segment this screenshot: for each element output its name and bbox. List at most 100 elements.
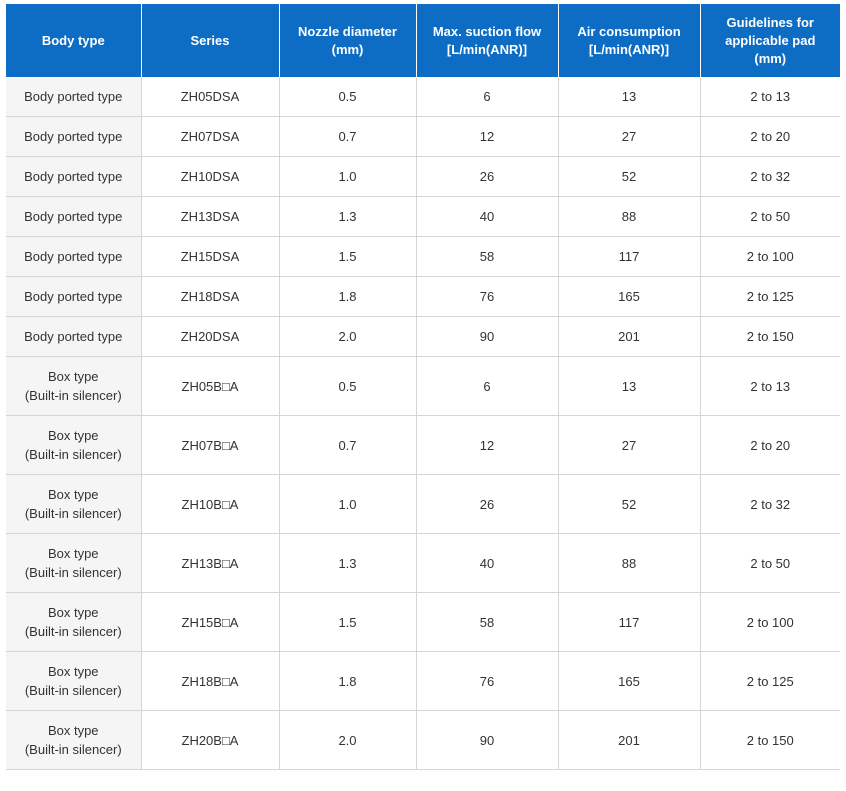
- applicable-pad-cell: 2 to 150: [700, 316, 840, 357]
- nozzle-diameter-cell: 1.0: [279, 474, 417, 534]
- nozzle-diameter-cell: 0.5: [279, 356, 417, 416]
- applicable-pad-cell: 2 to 13: [700, 77, 840, 117]
- max-suction-flow-cell: 26: [416, 156, 559, 197]
- body-type-cell: Body ported type: [6, 116, 142, 157]
- air-consumption-cell: 88: [558, 196, 701, 237]
- applicable-pad-cell: 2 to 125: [700, 651, 840, 711]
- header-max-suction-flow: Max. suction flow [L/min(ANR)]: [416, 4, 559, 77]
- max-suction-flow-cell: 58: [416, 592, 559, 652]
- max-suction-flow-cell: 12: [416, 415, 559, 475]
- body-type-line: Body ported type: [24, 129, 123, 144]
- table-row: Body ported type ZH20DSA 2.0 90 201 2 to 150: [6, 316, 840, 357]
- body-type-cell: Body ported type: [6, 316, 142, 357]
- series-cell: ZH18B□A: [141, 651, 280, 711]
- max-suction-flow-cell: 76: [416, 651, 559, 711]
- nozzle-diameter-cell: 2.0: [279, 316, 417, 357]
- nozzle-diameter-cell: 1.5: [279, 592, 417, 652]
- body-type-line: Box type: [47, 369, 99, 384]
- body-type-cell: Body ported type: [6, 236, 142, 277]
- max-suction-flow-cell: 6: [416, 356, 559, 416]
- body-type-cell: Body ported type: [6, 77, 142, 117]
- table-row: Body ported type ZH05DSA 0.5 6 13 2 to 13: [6, 77, 840, 117]
- applicable-pad-cell: 2 to 20: [700, 116, 840, 157]
- body-type-line: Box type: [47, 428, 99, 443]
- series-cell: ZH13B□A: [141, 533, 280, 593]
- table-row: Box type (Built-in silencer) ZH20B□A 2.0 90 2…: [6, 710, 840, 770]
- applicable-pad-cell: 2 to 150: [700, 710, 840, 770]
- applicable-pad-cell: 2 to 32: [700, 474, 840, 534]
- body-type-cell: Box type (Built-in silencer): [6, 710, 142, 770]
- series-cell: ZH20B□A: [141, 710, 280, 770]
- table-row: Box type (Built-in silencer) ZH07B□A 0.7 12 2…: [6, 415, 840, 475]
- table-row: Body ported type ZH10DSA 1.0 26 52 2 to 32: [6, 156, 840, 197]
- applicable-pad-cell: 2 to 20: [700, 415, 840, 475]
- body-type-cell: Body ported type: [6, 196, 142, 237]
- nozzle-diameter-cell: 0.7: [279, 415, 417, 475]
- air-consumption-cell: 27: [558, 116, 701, 157]
- table-row: Box type (Built-in silencer) ZH15B□A 1.5 58 1…: [6, 592, 840, 652]
- max-suction-flow-cell: 40: [416, 533, 559, 593]
- header-label-line: Max. suction flow: [432, 23, 542, 39]
- body-type-cell: Box type (Built-in silencer): [6, 415, 142, 475]
- header-nozzle-diameter: Nozzle diameter (mm): [279, 4, 417, 77]
- body-type-line: Box type: [47, 487, 99, 502]
- series-cell: ZH07DSA: [141, 116, 280, 157]
- series-cell: ZH05DSA: [141, 77, 280, 117]
- body-type-line: (Built-in silencer): [24, 683, 122, 698]
- air-consumption-cell: 117: [558, 236, 701, 277]
- nozzle-diameter-cell: 0.7: [279, 116, 417, 157]
- body-type-line: (Built-in silencer): [24, 565, 122, 580]
- table-row: Box type (Built-in silencer) ZH13B□A 1.3 40 8…: [6, 533, 840, 593]
- air-consumption-cell: 88: [558, 533, 701, 593]
- series-cell: ZH10B□A: [141, 474, 280, 534]
- table-row: Body ported type ZH13DSA 1.3 40 88 2 to 50: [6, 196, 840, 237]
- header-label-line: (mm): [754, 50, 787, 66]
- body-type-cell: Box type (Built-in silencer): [6, 651, 142, 711]
- series-cell: ZH05B□A: [141, 356, 280, 416]
- table-row: Body ported type ZH15DSA 1.5 58 117 2 to 100: [6, 236, 840, 277]
- nozzle-diameter-cell: 1.8: [279, 276, 417, 317]
- max-suction-flow-cell: 40: [416, 196, 559, 237]
- body-type-cell: Box type (Built-in silencer): [6, 533, 142, 593]
- table-row: Body ported type ZH18DSA 1.8 76 165 2 to 125: [6, 276, 840, 317]
- header-body-type: Body type: [6, 4, 142, 77]
- table-body: Body ported type ZH05DSA 0.5 6 13 2 to 13 Body…: [6, 77, 840, 770]
- nozzle-diameter-cell: 2.0: [279, 710, 417, 770]
- body-type-line: Box type: [47, 664, 99, 679]
- nozzle-diameter-cell: 0.5: [279, 77, 417, 117]
- header-label-line: Guidelines for: [726, 14, 814, 30]
- max-suction-flow-cell: 26: [416, 474, 559, 534]
- applicable-pad-cell: 2 to 13: [700, 356, 840, 416]
- body-type-line: Body ported type: [24, 329, 123, 344]
- header-applicable-pad: Guidelines for applicable pad (mm): [700, 4, 840, 77]
- applicable-pad-cell: 2 to 100: [700, 592, 840, 652]
- series-cell: ZH07B□A: [141, 415, 280, 475]
- series-cell: ZH15DSA: [141, 236, 280, 277]
- applicable-pad-cell: 2 to 32: [700, 156, 840, 197]
- table-row: Body ported type ZH07DSA 0.7 12 27 2 to 20: [6, 116, 840, 157]
- body-type-line: (Built-in silencer): [24, 506, 122, 521]
- header-label-line: (mm): [331, 41, 364, 57]
- air-consumption-cell: 13: [558, 77, 701, 117]
- body-type-line: Body ported type: [24, 249, 123, 264]
- air-consumption-cell: 27: [558, 415, 701, 475]
- max-suction-flow-cell: 58: [416, 236, 559, 277]
- table-row: Box type (Built-in silencer) ZH18B□A 1.8 76 1…: [6, 651, 840, 711]
- header-label-line: [L/min(ANR)]: [588, 41, 670, 57]
- air-consumption-cell: 52: [558, 156, 701, 197]
- air-consumption-cell: 201: [558, 710, 701, 770]
- max-suction-flow-cell: 90: [416, 316, 559, 357]
- body-type-line: (Built-in silencer): [24, 624, 122, 639]
- nozzle-diameter-cell: 1.5: [279, 236, 417, 277]
- applicable-pad-cell: 2 to 125: [700, 276, 840, 317]
- header-label-line: Air consumption: [577, 23, 681, 39]
- body-type-cell: Box type (Built-in silencer): [6, 592, 142, 652]
- nozzle-diameter-cell: 1.3: [279, 196, 417, 237]
- spec-table: Body type Series Nozzle diameter (mm) Max. s…: [6, 4, 840, 770]
- series-cell: ZH18DSA: [141, 276, 280, 317]
- body-type-line: Box type: [47, 546, 99, 561]
- max-suction-flow-cell: 12: [416, 116, 559, 157]
- nozzle-diameter-cell: 1.3: [279, 533, 417, 593]
- body-type-cell: Body ported type: [6, 276, 142, 317]
- body-type-line: Body ported type: [24, 169, 123, 184]
